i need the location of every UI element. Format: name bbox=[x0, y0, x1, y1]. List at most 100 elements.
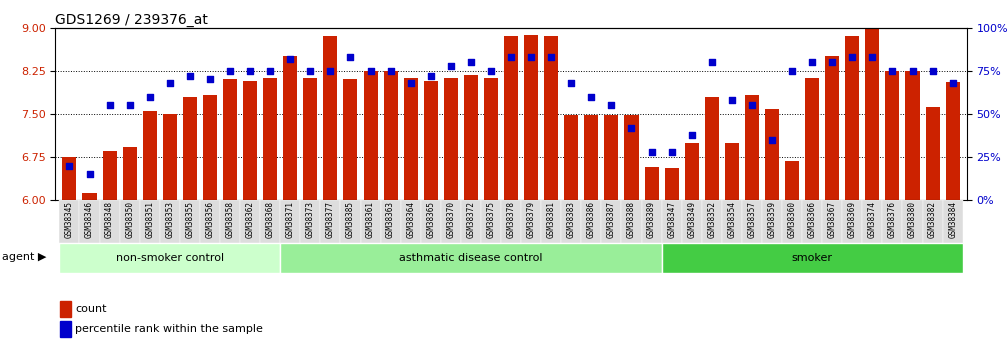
Bar bbox=[521, 200, 541, 243]
Bar bbox=[60, 301, 70, 317]
Point bbox=[583, 94, 599, 99]
Point bbox=[463, 59, 479, 65]
Bar bbox=[123, 147, 137, 200]
Point bbox=[222, 68, 238, 73]
Text: GSM38345: GSM38345 bbox=[64, 201, 74, 238]
Bar bbox=[544, 36, 558, 200]
Bar bbox=[705, 97, 719, 200]
Text: GSM38372: GSM38372 bbox=[466, 201, 475, 238]
Bar bbox=[782, 200, 803, 243]
Bar bbox=[364, 71, 378, 200]
Bar bbox=[464, 75, 478, 200]
Bar bbox=[343, 79, 357, 200]
Bar bbox=[842, 200, 862, 243]
Point bbox=[262, 68, 278, 73]
Text: GSM38368: GSM38368 bbox=[266, 201, 275, 238]
Bar bbox=[404, 78, 418, 200]
Text: non-smoker control: non-smoker control bbox=[116, 253, 224, 263]
Bar bbox=[644, 167, 659, 200]
Bar bbox=[384, 71, 398, 200]
Bar bbox=[303, 78, 317, 200]
Bar bbox=[280, 243, 662, 273]
Text: GSM38388: GSM38388 bbox=[627, 201, 636, 238]
Text: GSM38361: GSM38361 bbox=[366, 201, 375, 238]
Bar bbox=[762, 200, 782, 243]
Text: GSM38369: GSM38369 bbox=[848, 201, 857, 238]
Text: GSM38363: GSM38363 bbox=[386, 201, 395, 238]
Bar bbox=[882, 200, 902, 243]
Text: smoker: smoker bbox=[792, 253, 833, 263]
Bar bbox=[59, 200, 80, 243]
Bar bbox=[905, 71, 919, 200]
Point bbox=[383, 68, 399, 73]
Bar bbox=[722, 200, 742, 243]
Point bbox=[744, 102, 760, 108]
Text: GSM38384: GSM38384 bbox=[949, 201, 958, 238]
Bar bbox=[822, 200, 842, 243]
Point bbox=[784, 68, 801, 73]
Bar bbox=[561, 200, 581, 243]
Bar bbox=[323, 36, 337, 200]
Bar bbox=[421, 200, 441, 243]
Point bbox=[704, 59, 720, 65]
Bar bbox=[60, 322, 70, 337]
Bar bbox=[160, 200, 180, 243]
Text: GSM38353: GSM38353 bbox=[165, 201, 174, 238]
Point bbox=[563, 80, 579, 86]
Bar bbox=[401, 200, 421, 243]
Bar bbox=[662, 200, 682, 243]
Text: GSM38381: GSM38381 bbox=[547, 201, 556, 238]
Bar bbox=[424, 80, 438, 200]
Bar bbox=[59, 243, 280, 273]
Bar bbox=[604, 115, 618, 200]
Bar bbox=[785, 161, 800, 200]
Bar bbox=[541, 200, 561, 243]
Point bbox=[904, 68, 920, 73]
Bar bbox=[845, 36, 859, 200]
Bar bbox=[524, 34, 538, 200]
Point bbox=[201, 77, 218, 82]
Point bbox=[363, 68, 379, 73]
Bar bbox=[461, 200, 481, 243]
Bar bbox=[240, 200, 260, 243]
Bar bbox=[922, 200, 943, 243]
Bar bbox=[361, 200, 381, 243]
Point bbox=[864, 54, 880, 60]
Bar bbox=[725, 142, 739, 200]
Point bbox=[643, 149, 660, 155]
Bar bbox=[263, 78, 277, 200]
Point bbox=[162, 80, 178, 86]
Bar bbox=[243, 81, 257, 200]
Bar bbox=[825, 56, 839, 200]
Text: GSM38362: GSM38362 bbox=[246, 201, 255, 238]
Text: GSM38367: GSM38367 bbox=[828, 201, 837, 238]
Text: GSM38379: GSM38379 bbox=[527, 201, 536, 238]
Bar bbox=[584, 115, 598, 200]
Text: percentile rank within the sample: percentile rank within the sample bbox=[76, 324, 263, 334]
Text: GSM38380: GSM38380 bbox=[908, 201, 917, 238]
Text: GSM38356: GSM38356 bbox=[205, 201, 214, 238]
Bar bbox=[621, 200, 641, 243]
Bar bbox=[83, 193, 97, 200]
Bar bbox=[682, 200, 702, 243]
Text: GSM38352: GSM38352 bbox=[707, 201, 716, 238]
Bar bbox=[641, 200, 662, 243]
Bar bbox=[885, 71, 899, 200]
Bar bbox=[581, 200, 601, 243]
Bar bbox=[62, 157, 77, 200]
Bar bbox=[803, 200, 822, 243]
Text: GSM38364: GSM38364 bbox=[406, 201, 415, 238]
Point bbox=[423, 73, 439, 79]
Bar bbox=[806, 78, 819, 200]
Point bbox=[502, 54, 519, 60]
Bar bbox=[200, 200, 220, 243]
Bar bbox=[80, 200, 100, 243]
Point bbox=[764, 137, 780, 142]
Text: GSM38358: GSM38358 bbox=[226, 201, 235, 238]
Point bbox=[924, 68, 941, 73]
Point bbox=[443, 63, 459, 68]
Bar bbox=[180, 200, 200, 243]
Point bbox=[724, 97, 740, 103]
Bar bbox=[505, 36, 518, 200]
Point bbox=[664, 149, 680, 155]
